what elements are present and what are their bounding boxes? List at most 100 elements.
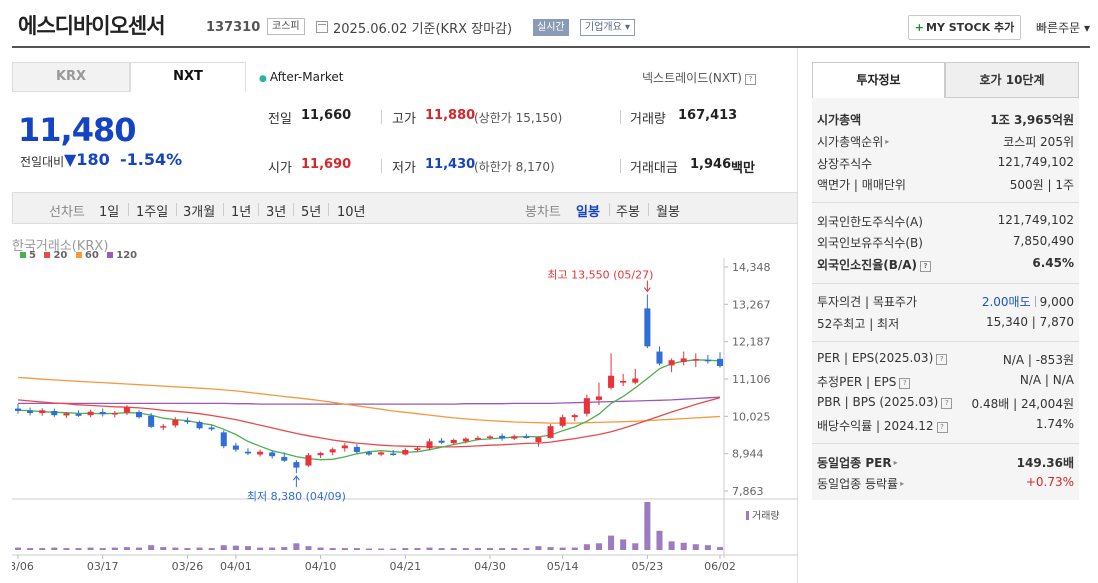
per-eps-value: N/A | -853원 <box>1002 353 1074 367</box>
candle-body <box>14 408 22 411</box>
tab-order-book[interactable]: 호가 10단계 <box>945 62 1079 98</box>
divider <box>609 203 610 216</box>
add-my-stock-button[interactable]: + MY STOCK 추가 <box>908 15 1021 40</box>
high-arrow-head <box>643 287 651 293</box>
candle-body <box>668 360 675 366</box>
tab-krx[interactable]: KRX <box>12 62 130 92</box>
candle-body <box>511 436 518 439</box>
tab-nxt[interactable]: NXT <box>130 62 246 92</box>
volume-bar <box>668 541 675 550</box>
market-cap-rank-text: 시가총액순위 <box>817 135 884 149</box>
volume-bar <box>281 547 288 550</box>
volume-bar <box>341 548 348 550</box>
help-icon[interactable]: ? <box>899 378 911 389</box>
candle-body <box>390 453 397 455</box>
divider <box>258 203 259 216</box>
volume-bar <box>269 547 276 550</box>
realtime-badge[interactable]: 실시간 <box>533 19 569 36</box>
candle-body <box>317 453 324 456</box>
volume-bar <box>111 547 118 550</box>
volume-bar <box>535 546 542 550</box>
volume-bar <box>123 547 130 550</box>
help-icon[interactable]: ? <box>941 398 953 409</box>
period-10y[interactable]: 10년 <box>337 205 366 220</box>
ma-legend: 5 20 60 120 <box>20 250 137 261</box>
dividend-label: 배당수익률 | 2024.12? <box>817 417 948 434</box>
ma5-label: 5 <box>29 250 36 261</box>
par-value-value: 500원 | 1주 <box>1009 178 1074 192</box>
opinion-label: 투자의견 | 목표주가 <box>817 295 917 309</box>
candle-body <box>547 426 554 438</box>
divider <box>812 341 1079 342</box>
x-tick-label: 04/30 <box>474 560 506 573</box>
period-1w[interactable]: 1주일 <box>136 205 169 220</box>
period-1y[interactable]: 1년 <box>231 205 252 220</box>
sector-change-value: +0.73% <box>1025 475 1074 489</box>
chevron-right-icon: ▸ <box>893 458 898 467</box>
period-3y[interactable]: 3년 <box>266 205 287 220</box>
candle-body <box>329 449 336 453</box>
volume-bar <box>244 546 251 550</box>
volume-bar <box>317 547 324 550</box>
panel-divider <box>797 48 798 583</box>
help-icon[interactable]: ? <box>920 261 932 272</box>
lower-limit: (하한가 8,170) <box>474 160 555 174</box>
volume-bar <box>220 545 227 550</box>
foreign-ratio-label: 외국인소진율(B/A)? <box>817 256 932 273</box>
candle-body <box>535 437 542 443</box>
change-percent: -1.54% <box>120 150 183 169</box>
line-chart-label: 선차트 <box>49 205 85 220</box>
volume-bar <box>474 548 481 550</box>
candle-body <box>123 407 130 413</box>
divider <box>648 203 649 216</box>
help-icon[interactable]: ? <box>936 354 948 365</box>
period-weekly[interactable]: 주봉 <box>616 205 640 220</box>
change-label: 전일대비 <box>20 155 65 169</box>
stock-name: 에스디바이오센서 <box>18 14 166 38</box>
help-icon[interactable]: ? <box>936 422 948 433</box>
market-cap-rank-value: 코스피 205위 <box>1003 135 1074 149</box>
candle-body <box>220 432 227 447</box>
tab-investment-info[interactable]: 투자정보 <box>812 62 945 98</box>
volume-bar <box>232 545 239 550</box>
ma120-label: 120 <box>116 250 138 261</box>
ma120-line <box>18 396 721 405</box>
sector-change-label[interactable]: 동일업종 등락률 ▸ <box>817 475 904 492</box>
period-monthly[interactable]: 월봉 <box>656 205 680 220</box>
volume-label: 거래량 <box>752 510 780 522</box>
period-5y[interactable]: 5년 <box>301 205 322 220</box>
x-tick-label: 03/17 <box>87 560 119 573</box>
volume-bar <box>692 544 699 550</box>
divider <box>812 443 1079 444</box>
low-value: 11,430 <box>425 157 476 172</box>
candle-body <box>353 446 360 453</box>
volume-bar <box>378 548 385 550</box>
calendar-icon <box>316 21 328 33</box>
volume-bar <box>293 543 300 550</box>
sector-per-label[interactable]: 동일업종 PER ▸ <box>817 454 898 471</box>
market-cap-rank-label[interactable]: 시가총액순위 ▸ <box>817 133 889 150</box>
nextrade-link[interactable]: 넥스트레이드(NXT)? <box>642 69 756 86</box>
candle-body <box>281 456 288 461</box>
header-divider <box>12 46 1090 48</box>
x-tick-label: 03/26 <box>172 560 204 573</box>
company-info-button[interactable]: 기업개요 ▾ <box>580 19 635 36</box>
candle-chart-label: 봉차트 <box>525 205 561 220</box>
period-daily[interactable]: 일봉 <box>576 205 600 220</box>
volume-bar <box>365 548 373 550</box>
candle-body <box>716 358 724 367</box>
help-icon[interactable]: ? <box>744 74 756 85</box>
period-3m[interactable]: 3개월 <box>183 205 216 220</box>
period-1d[interactable]: 1일 <box>99 205 120 220</box>
listed-shares-label: 상장주식수 <box>817 157 873 171</box>
volume-bar <box>487 548 494 550</box>
volume-bar <box>51 547 58 550</box>
candlestick-chart[interactable]: 7,863 8,944 10,025 11,106 12,187 13,267 14,348… <box>12 258 798 583</box>
high-value: 11,880 <box>425 108 476 123</box>
volume-bar <box>160 547 167 550</box>
quick-order-button[interactable]: 빠른주문 ▾ <box>1036 21 1090 35</box>
candle-body <box>571 415 578 418</box>
foreign-limit-label: 외국인한도주식수(A) <box>817 215 923 229</box>
y-tick-label: 11,106 <box>732 373 771 386</box>
chevron-right-icon: ▸ <box>900 479 905 488</box>
